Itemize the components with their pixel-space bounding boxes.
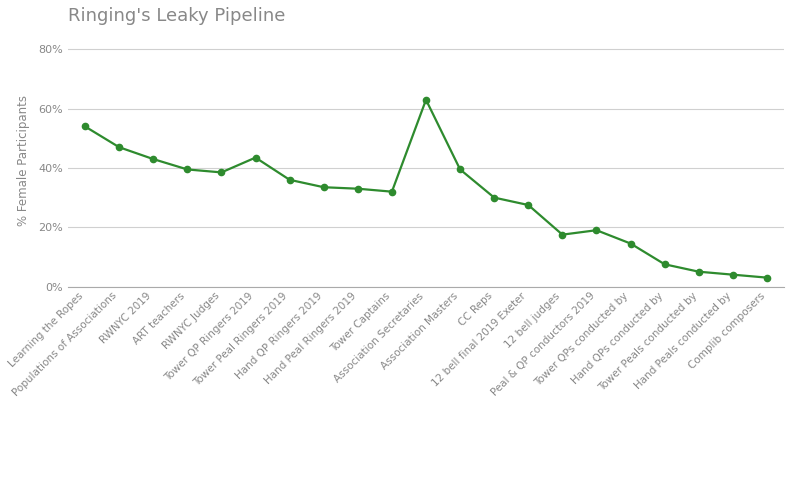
Text: Ringing's Leaky Pipeline: Ringing's Leaky Pipeline bbox=[68, 7, 286, 25]
Y-axis label: % Female Participants: % Female Participants bbox=[17, 95, 30, 226]
